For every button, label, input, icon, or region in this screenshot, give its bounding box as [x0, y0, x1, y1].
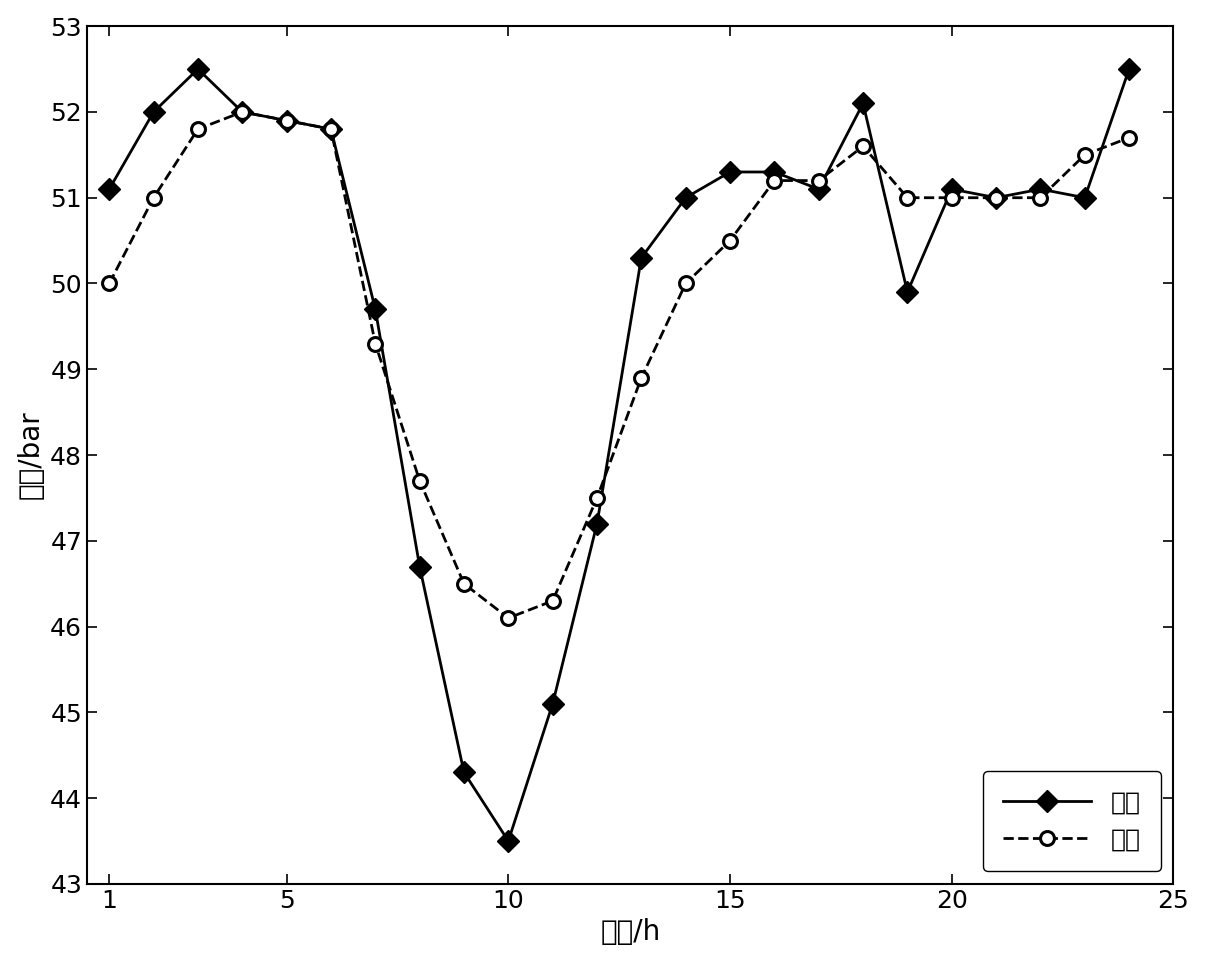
暂态 [280, 115, 294, 126]
稳态 [634, 252, 649, 264]
稳态 [679, 192, 693, 203]
暂态 [900, 192, 914, 203]
暂态 [634, 372, 649, 383]
暂态 [856, 141, 871, 152]
稳态 [103, 183, 117, 195]
暂态 [103, 277, 117, 289]
暂态 [1122, 132, 1136, 143]
暂态 [368, 338, 382, 350]
稳态 [989, 192, 1003, 203]
暂态 [1034, 192, 1048, 203]
暂态 [767, 174, 781, 186]
稳态 [812, 183, 826, 195]
稳态 [191, 64, 205, 75]
稳态 [944, 183, 959, 195]
Legend: 稳态, 暂态: 稳态, 暂态 [983, 771, 1161, 872]
暂态 [323, 123, 338, 135]
暂态 [457, 578, 472, 589]
Line: 暂态: 暂态 [103, 105, 1136, 625]
稳态 [545, 698, 560, 710]
稳态 [1077, 192, 1091, 203]
暂态 [812, 174, 826, 186]
稳态 [502, 835, 516, 846]
Line: 稳态: 稳态 [101, 62, 1137, 848]
暂态 [1077, 149, 1091, 161]
稳态 [146, 106, 160, 117]
暂态 [412, 475, 427, 486]
稳态 [590, 518, 604, 530]
暂态 [146, 192, 160, 203]
暂态 [545, 595, 560, 607]
暂态 [590, 492, 604, 504]
暂态 [191, 123, 205, 135]
稳态 [412, 560, 427, 572]
稳态 [1122, 64, 1136, 75]
暂态 [679, 277, 693, 289]
稳态 [1034, 183, 1048, 195]
暂态 [989, 192, 1003, 203]
稳态 [722, 167, 737, 178]
暂态 [944, 192, 959, 203]
稳态 [280, 115, 294, 126]
稳态 [235, 106, 250, 117]
稳态 [856, 97, 871, 109]
稳态 [323, 123, 338, 135]
稳态 [767, 167, 781, 178]
暂态 [235, 106, 250, 117]
暂态 [502, 612, 516, 624]
稳态 [368, 303, 382, 315]
X-axis label: 时刻/h: 时刻/h [601, 919, 661, 947]
暂态 [722, 235, 737, 247]
Y-axis label: 压力/bar: 压力/bar [17, 410, 45, 500]
稳态 [900, 286, 914, 298]
稳态 [457, 767, 472, 778]
